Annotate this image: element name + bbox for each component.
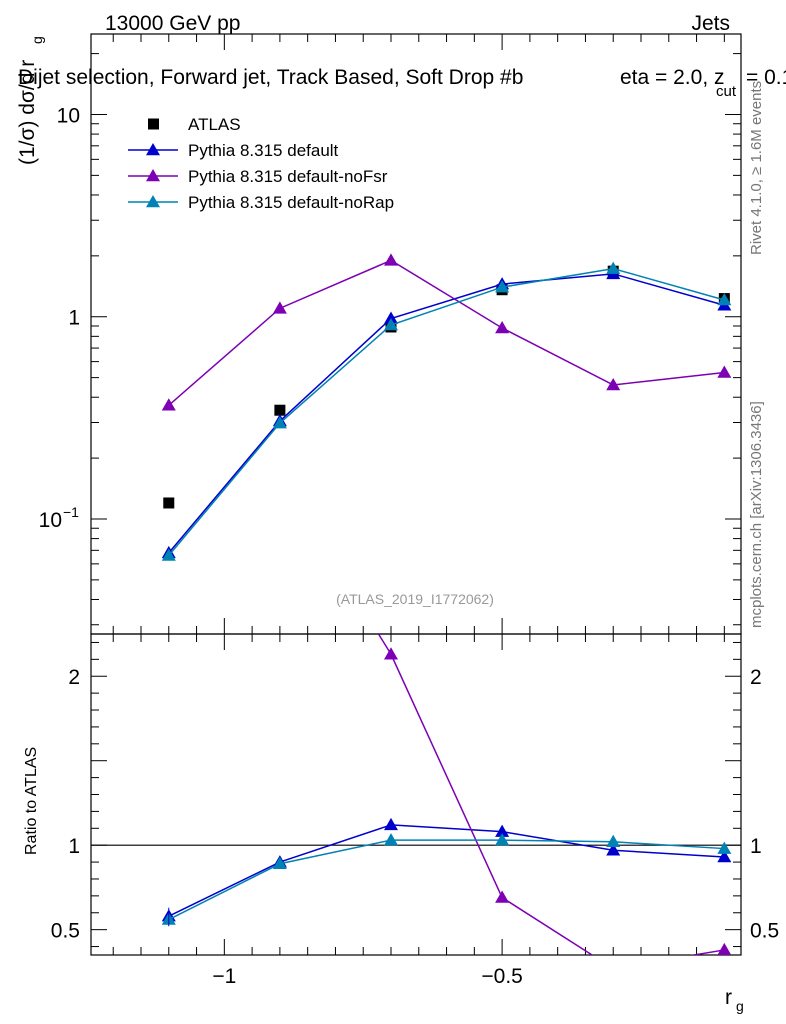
data-point xyxy=(717,292,732,306)
mcplots-label: mcplots.cern.ch [arXiv:1306.3436] xyxy=(748,401,765,628)
data-point xyxy=(161,398,176,411)
y-tick-exponent: −1 xyxy=(63,504,79,520)
ratio-point xyxy=(384,647,398,660)
series-line xyxy=(168,259,725,406)
cut-tail: = 0.1 xyxy=(746,66,786,89)
ratio-series-1 xyxy=(273,467,732,974)
y-tick-label: 10 xyxy=(39,509,62,532)
ratio-y-tick-label-right: 1 xyxy=(750,835,762,858)
collision-label: 13000 GeV pp xyxy=(105,12,240,35)
ratio-line xyxy=(377,634,725,955)
ratio-point xyxy=(384,817,398,831)
ratio-point xyxy=(606,834,621,848)
legend-label: Pythia 8.315 default-noFsr xyxy=(188,167,388,186)
ratio-point xyxy=(606,962,620,974)
ratio-y-tick-label-right: 2 xyxy=(750,666,762,689)
main-ylabel-sub: g xyxy=(29,36,45,44)
ratio-point xyxy=(384,833,398,846)
x-tick-label: −1 xyxy=(212,965,236,988)
data-point xyxy=(717,365,732,378)
series-2 xyxy=(161,253,732,411)
series-line xyxy=(168,267,725,556)
ratio-point xyxy=(272,856,287,870)
y-tick-label: 1 xyxy=(68,307,80,330)
legend: ATLAS Pythia 8.315 default Pythia 8.315 de… xyxy=(128,115,394,212)
legend-label: Pythia 8.315 default xyxy=(188,141,339,160)
xlabel-main: r xyxy=(725,986,732,1009)
data-point xyxy=(272,416,287,429)
y-tick-label: 10 xyxy=(57,104,80,127)
data-point xyxy=(495,320,510,334)
ratio-y-tick-label: 1 xyxy=(68,835,80,858)
selection-label-beta: eta = 2.0, z xyxy=(620,66,725,89)
jets-label: Jets xyxy=(691,12,730,35)
data-point xyxy=(606,261,621,274)
selection-label: Dijet selection, Forward jet, Track Base… xyxy=(18,66,523,89)
selection-label-main: Dijet selection, Forward jet, Track Base… xyxy=(18,66,523,89)
data-point xyxy=(384,311,398,324)
data-point xyxy=(272,301,287,314)
xlabel-sub: g xyxy=(736,998,744,1014)
data-point xyxy=(384,318,398,331)
series-1 xyxy=(161,266,732,559)
ratio-point xyxy=(717,841,732,854)
ratio-point xyxy=(606,843,621,856)
main-ylabel: (1/σ) dσ/d r xyxy=(16,60,39,165)
ratio-point xyxy=(273,467,287,479)
ratio-point xyxy=(495,833,510,846)
ratio-plot-area: −1 −0.5 2 2 1 1 0.5 0.5 xyxy=(51,467,779,988)
x-tick-label: −0.5 xyxy=(481,965,522,988)
series-line xyxy=(168,273,725,554)
ratio-point xyxy=(495,890,510,903)
ratio-point xyxy=(495,824,510,837)
legend-marker xyxy=(146,169,160,182)
ratio-point xyxy=(717,942,732,955)
ratio-series-2 xyxy=(161,833,732,925)
ratio-ylabel: Ratio to ATLAS xyxy=(23,747,40,855)
ratio-series-0 xyxy=(161,817,732,922)
main-ylabel-text: (1/σ) dσ/d r xyxy=(16,60,39,165)
ratio-line xyxy=(168,824,725,917)
analysis-watermark: (ATLAS_2019_I1772062) xyxy=(336,591,494,607)
data-point xyxy=(495,280,510,293)
ratio-point xyxy=(717,850,732,863)
legend-label: Pythia 8.315 default-noRap xyxy=(188,193,394,212)
data-point xyxy=(606,377,621,391)
legend-label: ATLAS xyxy=(188,115,241,134)
series-3 xyxy=(161,261,732,561)
data-point xyxy=(161,548,176,561)
rivet-label: Rivet 4.1.0, ≥ 1.6M events xyxy=(748,81,765,255)
cut-subscript: cut xyxy=(716,83,737,100)
ratio-line xyxy=(168,839,725,921)
data-point-atlas xyxy=(274,404,286,416)
ratio-y-tick-label: 0.5 xyxy=(51,920,80,943)
legend-marker xyxy=(146,143,160,156)
data-point xyxy=(384,253,398,266)
legend-marker-atlas xyxy=(148,118,159,130)
ratio-y-tick-label-right: 0.5 xyxy=(750,920,779,943)
legend-marker xyxy=(146,195,160,208)
beta-text: eta = 2.0, z xyxy=(620,66,725,89)
data-point-atlas xyxy=(163,497,175,509)
ratio-y-tick-label: 2 xyxy=(68,666,80,689)
